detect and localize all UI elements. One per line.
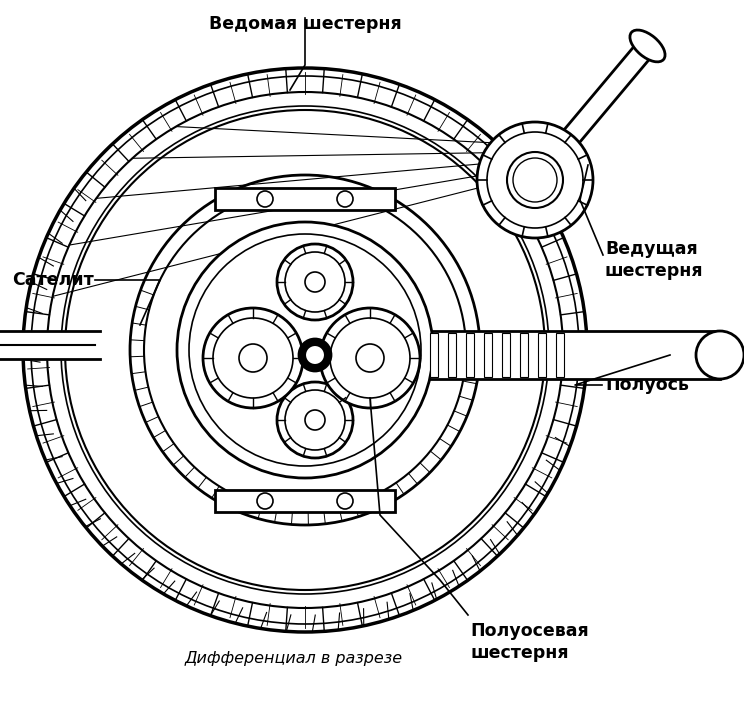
Polygon shape bbox=[215, 490, 395, 512]
Polygon shape bbox=[466, 333, 474, 377]
Polygon shape bbox=[448, 333, 456, 377]
Circle shape bbox=[320, 308, 420, 408]
Circle shape bbox=[305, 272, 325, 292]
Text: Полуосевая
шестерня: Полуосевая шестерня bbox=[470, 622, 589, 662]
Polygon shape bbox=[215, 188, 395, 210]
Circle shape bbox=[515, 160, 555, 200]
Polygon shape bbox=[556, 333, 564, 377]
Circle shape bbox=[277, 382, 353, 458]
Circle shape bbox=[507, 152, 563, 208]
Polygon shape bbox=[484, 333, 492, 377]
Circle shape bbox=[239, 344, 267, 372]
Circle shape bbox=[356, 344, 384, 372]
Polygon shape bbox=[502, 333, 510, 377]
Circle shape bbox=[337, 493, 353, 509]
Circle shape bbox=[297, 264, 333, 300]
Text: Ведущая
шестерня: Ведущая шестерня bbox=[605, 240, 704, 280]
Text: Сателит: Сателит bbox=[12, 271, 94, 289]
Circle shape bbox=[305, 410, 325, 430]
Circle shape bbox=[257, 191, 273, 207]
Polygon shape bbox=[520, 333, 528, 377]
Text: Полуось: Полуось bbox=[605, 376, 689, 394]
Circle shape bbox=[277, 244, 353, 320]
Ellipse shape bbox=[630, 30, 665, 62]
Circle shape bbox=[203, 308, 303, 408]
Circle shape bbox=[337, 191, 353, 207]
Polygon shape bbox=[527, 40, 655, 187]
Circle shape bbox=[477, 122, 593, 238]
Circle shape bbox=[257, 493, 273, 509]
Polygon shape bbox=[538, 333, 546, 377]
Circle shape bbox=[177, 222, 433, 478]
Text: Дифференциал в разрезе: Дифференциал в разрезе bbox=[185, 650, 403, 665]
Circle shape bbox=[130, 175, 480, 525]
Polygon shape bbox=[430, 333, 438, 377]
Text: Ведомая шестерня: Ведомая шестерня bbox=[208, 15, 401, 33]
Circle shape bbox=[299, 339, 331, 371]
Circle shape bbox=[696, 331, 744, 379]
Circle shape bbox=[297, 402, 333, 438]
Circle shape bbox=[23, 68, 587, 632]
Circle shape bbox=[305, 345, 325, 365]
